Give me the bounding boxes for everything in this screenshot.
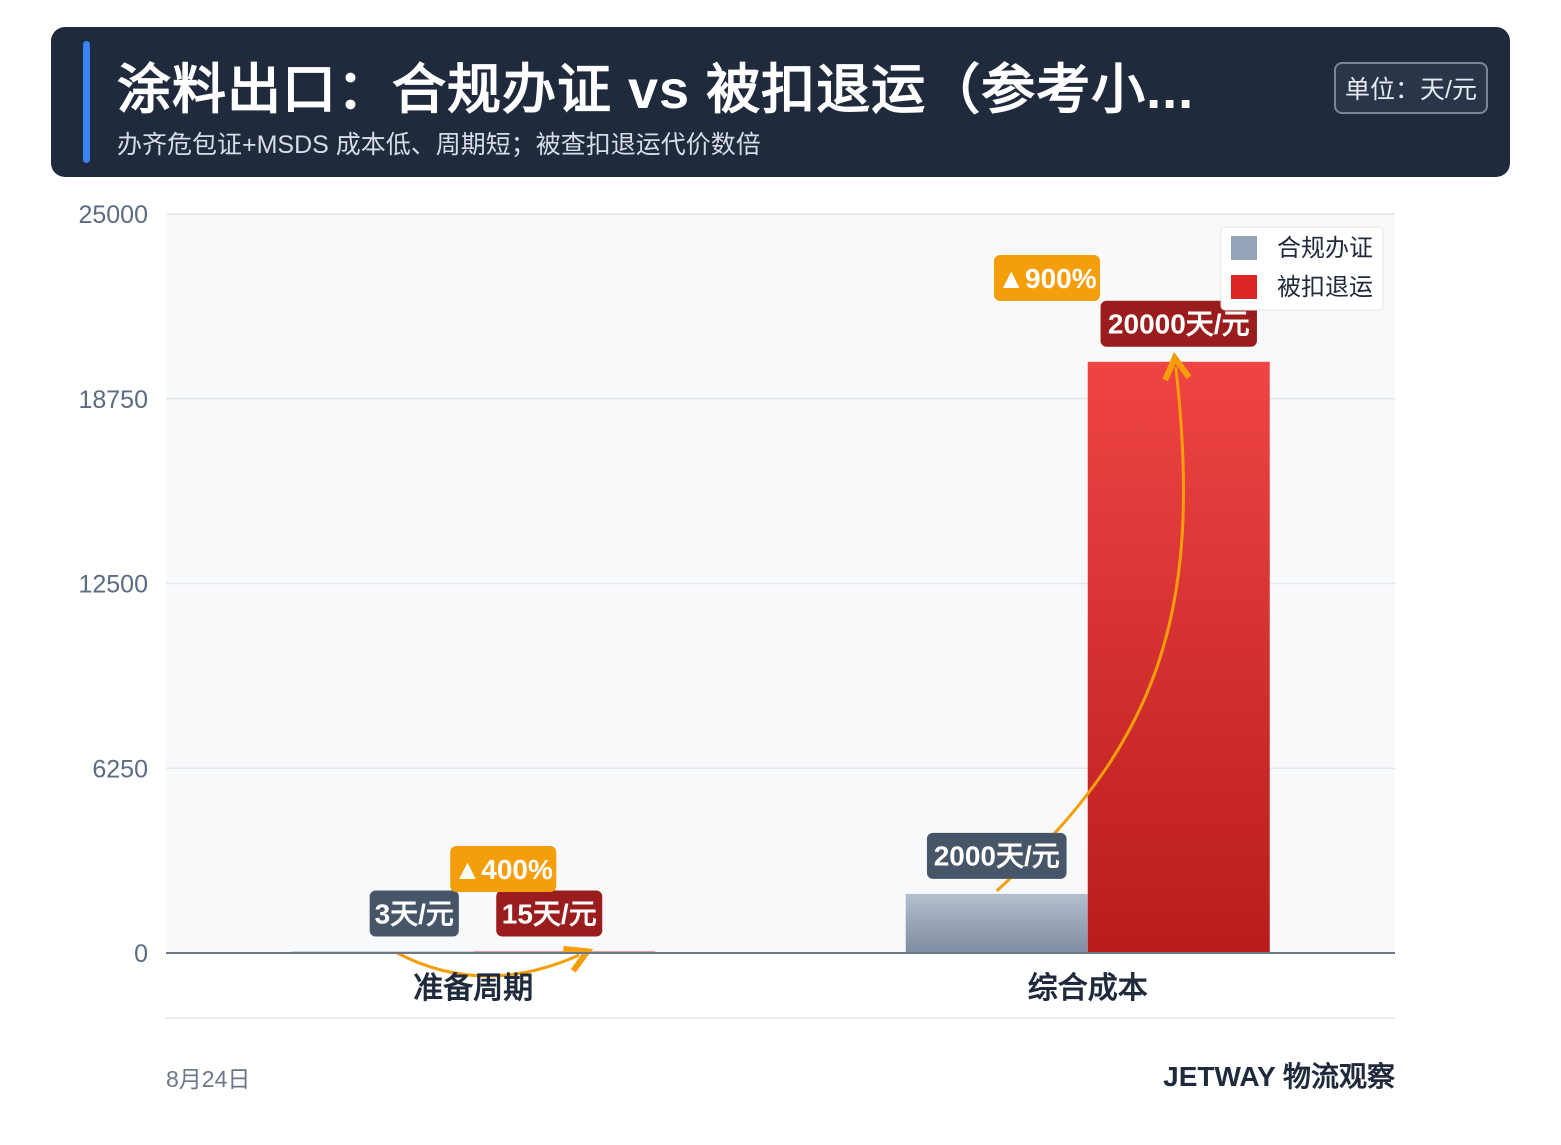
legend-label: 被扣退运	[1277, 274, 1373, 301]
growth-badge-bg	[450, 846, 557, 892]
value-label-compliant-text: 3天/元	[375, 898, 454, 929]
y-tick-label: 18750	[78, 386, 148, 414]
value-label-compliant-text: 2000天/元	[934, 841, 1060, 872]
x-category-label: 准备周期	[413, 971, 533, 1005]
chart-subtitle: 办齐危包证+MSDS 成本低、周期短；被查扣退运代价数倍	[117, 131, 761, 159]
y-tick-label: 0	[134, 940, 148, 968]
value-label-compliant: 2000天/元	[926, 832, 1067, 879]
growth-badge-bg	[994, 255, 1100, 301]
value-label-detained-bg	[1100, 300, 1257, 347]
value-label-compliant-bg	[926, 832, 1067, 879]
footer-date: 8月24日	[166, 1066, 251, 1092]
x-category-label: 综合成本	[1028, 971, 1148, 1005]
y-tick-label: 12500	[78, 571, 148, 599]
value-label-compliant-bg	[369, 890, 459, 937]
value-label-detained-text: 15天/元	[502, 898, 597, 929]
value-label-detained: 15天/元	[496, 890, 603, 937]
y-tick-label: 25000	[78, 201, 148, 229]
value-label-detained-bg	[496, 890, 603, 937]
legend-box	[1220, 226, 1384, 311]
unit-badge: 单位：天/元	[1334, 62, 1488, 114]
value-label-detained-text: 20000天/元	[1108, 309, 1250, 340]
footer-brand: JETWAY 物流观察	[1163, 1061, 1395, 1092]
growth-badge: ▲900%	[994, 255, 1100, 301]
growth-badge-text: ▲900%	[997, 263, 1096, 294]
bar-compliant	[905, 893, 1088, 953]
value-label-detained: 20000天/元	[1100, 300, 1257, 347]
y-tick-label: 6250	[92, 755, 148, 783]
value-label-compliant: 3天/元	[369, 890, 459, 937]
growth-arrow	[995, 367, 1184, 892]
accent-bar	[83, 41, 90, 163]
growth-arrow	[396, 953, 579, 978]
chart-title: 涂料出口：合规办证 vs 被扣退运（参考小...	[117, 60, 1195, 120]
legend-swatch	[1231, 236, 1257, 260]
header-banner: 涂料出口：合规办证 vs 被扣退运（参考小... 办齐危包证+MSDS 成本低、…	[51, 27, 1510, 177]
bar-detained	[1087, 361, 1270, 953]
growth-badge: ▲400%	[450, 846, 557, 892]
legend-label: 合规办证	[1277, 235, 1373, 262]
legend-swatch	[1231, 275, 1257, 299]
growth-badge-text: ▲400%	[454, 854, 553, 885]
